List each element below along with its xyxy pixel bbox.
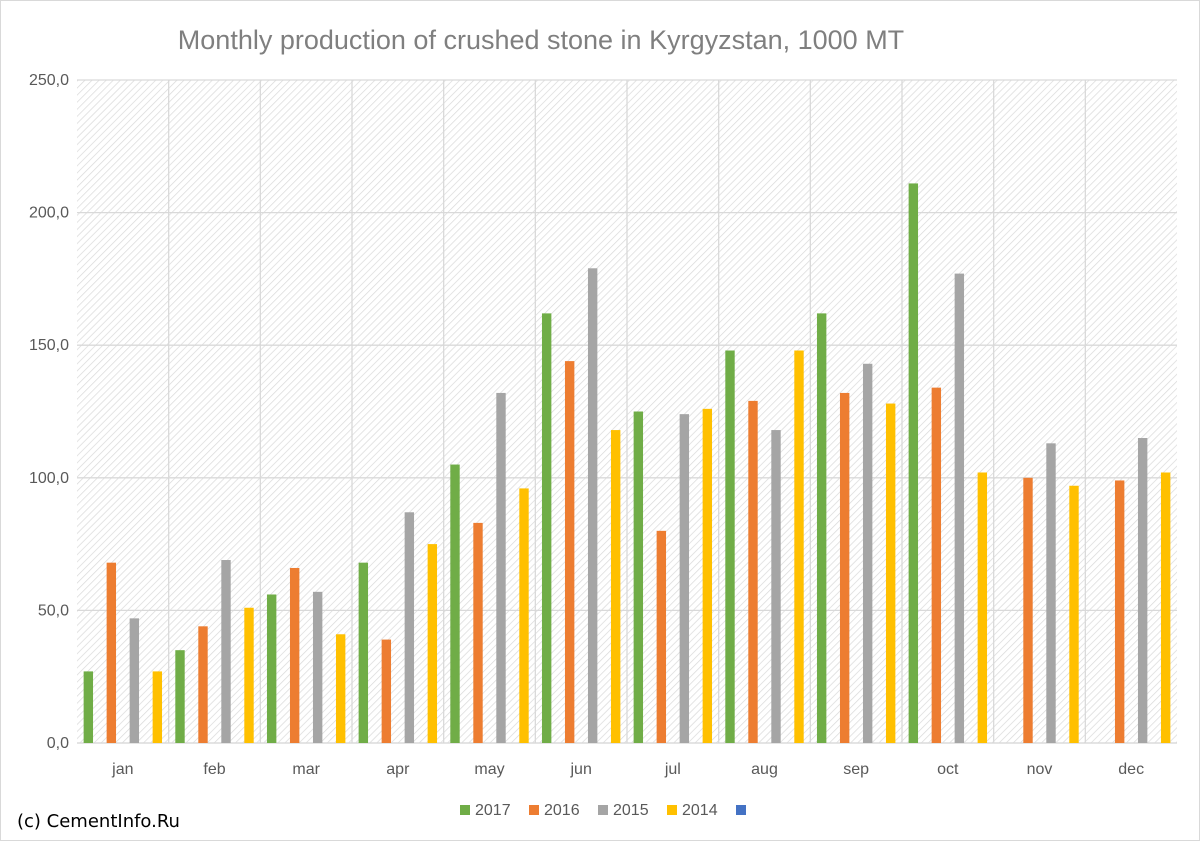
legend-swatch-2016 [529,805,539,815]
credit-text: (c) CementInfo.Ru [17,811,180,832]
bar-2016-dec [1114,480,1125,743]
legend-label-2017: 2017 [475,802,511,819]
legend-label-2015: 2015 [613,802,649,819]
bar-2015-jun [587,268,598,743]
bar-2014-feb [244,607,254,743]
bar-2016-nov [1023,477,1033,743]
bar-2014-mar [335,634,346,743]
bar-2014-jul [702,408,713,743]
bar-2015-jul [679,414,690,743]
bar-2016-sep [839,392,850,743]
bar-2015-may [496,392,506,743]
bar-2015-jan [129,618,140,743]
bar-2014-jun [610,430,621,743]
legend-label-2014: 2014 [682,802,718,819]
bar-2014-apr [427,544,438,743]
bar-2017-mar [266,594,277,743]
x-tick-label-oct: oct [937,761,959,778]
legend-label-2016: 2016 [544,802,580,819]
bar-2017-apr [358,562,369,743]
x-tick-label-jan: jan [111,761,133,778]
bar-2015-dec [1137,438,1148,743]
bar-2014-may [519,488,529,743]
bar-2016-jul [656,530,667,743]
x-tick-label-mar: mar [292,761,320,778]
legend: 2017 2016 2015 2014 [460,802,746,819]
x-tick-label-sep: sep [843,761,869,778]
x-tick-label-apr: apr [386,761,410,778]
bar-2016-may [473,522,483,743]
legend-swatch-2014 [667,805,677,815]
bar-2014-dec [1160,472,1171,743]
y-tick-label: 150,0 [29,337,69,354]
bar-2017-jul [633,411,644,743]
bar-2015-nov [1046,443,1056,743]
bar-2017-may [450,464,460,743]
y-tick-label: 250,0 [29,72,69,89]
x-tick-label-may: may [474,761,504,778]
legend-swatch-2017 [460,805,470,815]
x-tick-label-aug: aug [751,761,778,778]
bar-2016-aug [748,400,758,743]
bar-2015-oct [954,273,965,743]
x-tick-label-nov: nov [1027,761,1053,778]
bar-2017-feb [175,650,185,743]
x-tick-label-jun: jun [569,761,591,778]
y-tick-label: 50,0 [38,602,69,619]
bar-2014-jan [152,671,163,743]
legend-swatch-blank [736,805,746,815]
y-tick-label: 0,0 [47,735,69,752]
bar-2016-feb [198,626,208,743]
bar-2016-jan [106,562,117,743]
bar-2017-oct [908,183,919,744]
bar-2017-jun [541,313,552,743]
bar-2016-mar [289,567,300,743]
gridlines [77,79,1177,744]
y-tick-label: 100,0 [29,470,69,487]
bar-2014-sep [885,403,896,743]
bar-2015-mar [312,591,323,743]
x-tick-label-feb: feb [203,761,225,778]
legend-swatch-2015 [598,805,608,815]
bar-2014-oct [977,472,988,743]
y-axis: 0,0 50,0 100,0 150,0 200,0 250,0 [29,72,69,752]
bar-2017-aug [725,350,735,743]
bar-2015-aug [771,430,781,743]
y-tick-label: 200,0 [29,205,69,222]
bar-2015-feb [221,560,231,743]
bar-2014-nov [1069,485,1079,743]
bar-2016-oct [931,387,942,743]
bar-2015-apr [404,512,415,743]
bar-2015-sep [862,363,873,743]
chart-title: Monthly production of crushed stone in K… [178,25,904,55]
bar-2016-jun [564,361,575,743]
bar-2016-apr [381,639,392,743]
x-tick-label-dec: dec [1118,761,1144,778]
x-axis: jan feb mar apr may jun jul aug sep oct nov dec [111,761,1144,778]
bar-2017-jan [83,671,94,743]
bars [83,183,1171,744]
x-tick-label-jul: jul [664,761,681,778]
bar-2014-aug [794,350,804,743]
bar-2017-sep [816,313,827,743]
